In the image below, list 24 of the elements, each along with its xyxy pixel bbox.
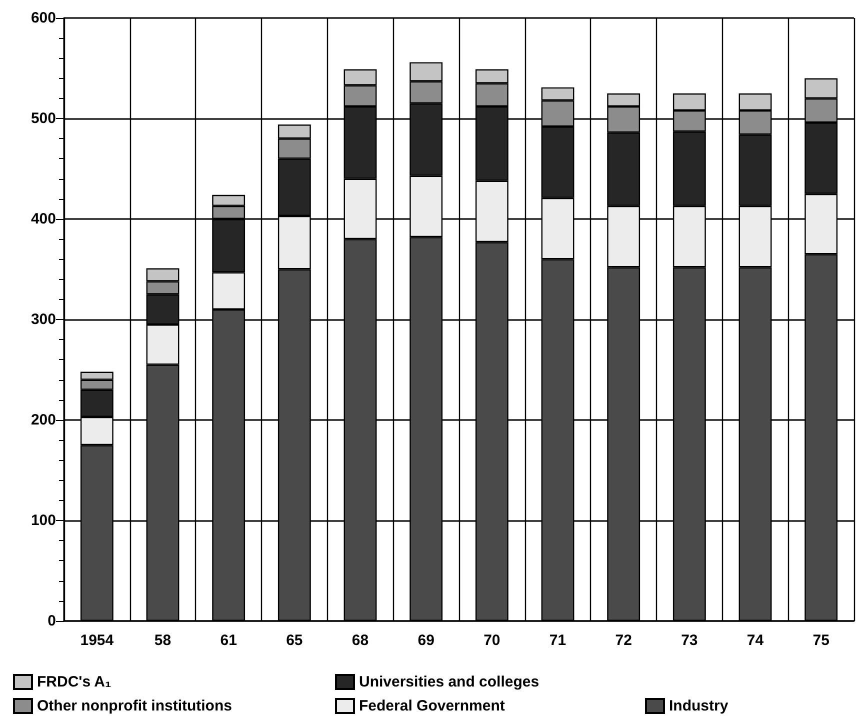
legend-label: Other nonprofit institutions (37, 698, 232, 714)
y-tick-label: 500 (30, 110, 56, 127)
x-tick-label: 71 (549, 632, 566, 649)
y-tick-label: 200 (30, 412, 56, 428)
x-tick-label: 1954 (80, 632, 114, 649)
y-tick-label: 600 (30, 10, 56, 26)
x-tick-label: 74 (746, 632, 764, 649)
x-tick-label: 75 (812, 632, 830, 649)
y-tick-label: 400 (30, 210, 56, 228)
legend-label: Universities and colleges (359, 674, 540, 690)
x-tick-label: 73 (681, 632, 698, 649)
legend-label: Industry (669, 698, 729, 714)
x-tick-label: 68 (352, 632, 369, 649)
y-tick-label: 100 (30, 512, 56, 529)
legend-label: Federal Government (359, 698, 505, 714)
legend-label: FRDC's A₁ (37, 674, 112, 690)
x-tick-label: 65 (286, 632, 303, 649)
x-tick-label: 69 (418, 632, 434, 649)
x-tick-label: 58 (154, 632, 172, 649)
x-tick-label: 72 (615, 632, 632, 649)
x-tick-label: 70 (484, 632, 500, 649)
x-tick-label: 61 (220, 632, 237, 649)
y-tick-label: 300 (30, 311, 56, 328)
y-tick-label: 0 (48, 612, 56, 630)
